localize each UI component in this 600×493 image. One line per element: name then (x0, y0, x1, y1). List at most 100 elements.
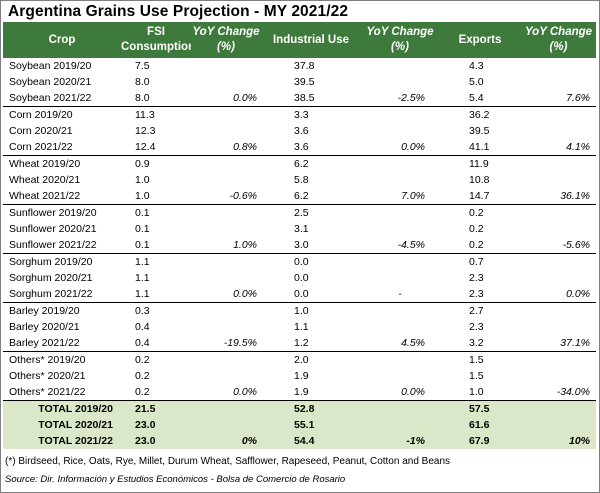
fsi-yoy-cell: 0.0% (191, 90, 261, 107)
crop-cell: Sorghum 2020/21 (9, 272, 93, 284)
exports-cell: 57.5 (439, 400, 521, 417)
crop-cell: Wheat 2019/20 (9, 158, 81, 170)
crop-cell: Barley 2021/22 (3, 335, 121, 352)
header-crop: Crop (3, 22, 121, 58)
header-exports-yoy: YoY Change (%) (521, 22, 596, 58)
table-row: Sunflower 2021/22 0.1 1.0% 3.0 -4.5% 0.2 -5.6% (3, 237, 596, 254)
fsi-cell: 8.0 (135, 76, 150, 88)
industrial-yoy-cell (361, 107, 439, 124)
table-row: Sorghum 2020/21 1.1 0.0 2.3 (3, 270, 596, 286)
table-row: Sorghum 2019/20 1.1 0.0 0.7 (3, 254, 596, 271)
crop-cell: Sunflower 2019/20 (9, 207, 97, 219)
exports-yoy-cell (521, 400, 596, 417)
exports-cell: 2.7 (469, 305, 484, 317)
fsi-cell: 0.3 (135, 305, 150, 317)
exports-cell: 1.5 (469, 370, 484, 382)
grains-use-table: Crop FSI Consumption YoY Change (%) Indu… (3, 22, 596, 449)
table-row: Others* 2021/22 0.2 0.0% 1.9 0.0% 1.0 -34.0% (3, 384, 596, 401)
fsi-yoy-cell (191, 74, 261, 90)
fsi-cell: 1.1 (135, 256, 150, 268)
exports-yoy-cell (521, 254, 596, 271)
header-fsi-yoy: YoY Change (%) (191, 22, 261, 58)
industrial-yoy-cell: 4.5% (361, 335, 439, 352)
industrial-cell: 1.9 (261, 384, 361, 401)
industrial-cell: 6.2 (294, 158, 309, 170)
industrial-cell: 2.0 (294, 354, 309, 366)
crop-cell: Soybean 2019/20 (9, 60, 92, 72)
exports-cell: 0.7 (469, 256, 484, 268)
exports-cell: 11.9 (469, 158, 489, 170)
fsi-cell: 21.5 (121, 400, 191, 417)
header-industrial-use: Industrial Use (261, 22, 361, 58)
industrial-cell: 1.2 (261, 335, 361, 352)
industrial-yoy-cell (361, 254, 439, 271)
exports-cell: 0.2 (439, 237, 521, 254)
fsi-yoy-cell: -19.5% (191, 335, 261, 352)
industrial-cell: 3.3 (294, 109, 309, 121)
fsi-cell: 0.4 (121, 335, 191, 352)
industrial-yoy-cell: -4.5% (361, 237, 439, 254)
industrial-yoy-cell (361, 352, 439, 369)
crop-cell: Corn 2020/21 (9, 125, 73, 137)
exports-cell: 2.3 (439, 286, 521, 303)
industrial-cell: 38.5 (261, 90, 361, 107)
exports-cell: 10.8 (469, 174, 490, 186)
table-row: Corn 2019/20 11.3 3.3 36.2 (3, 107, 596, 124)
fsi-cell: 0.2 (135, 370, 150, 382)
industrial-cell: 1.9 (294, 370, 309, 382)
exports-cell: 0.2 (469, 223, 484, 235)
fsi-cell: 0.9 (135, 158, 150, 170)
exports-yoy-cell: -5.6% (521, 237, 596, 254)
crop-cell: Corn 2021/22 (3, 139, 121, 156)
industrial-yoy-cell: 7.0% (361, 188, 439, 205)
industrial-yoy-cell (361, 270, 439, 286)
exports-yoy-cell (521, 352, 596, 369)
exports-yoy-cell: 36.1% (521, 188, 596, 205)
exports-yoy-cell (521, 58, 596, 74)
industrial-yoy-cell (361, 400, 439, 417)
exports-yoy-cell (521, 368, 596, 384)
industrial-yoy-cell (361, 319, 439, 335)
industrial-cell: 37.8 (294, 60, 315, 72)
exports-yoy-cell (521, 417, 596, 433)
industrial-yoy-cell (361, 74, 439, 90)
industrial-yoy-cell (361, 417, 439, 433)
exports-cell: 3.2 (439, 335, 521, 352)
industrial-cell: 3.0 (261, 237, 361, 254)
fsi-yoy-cell (191, 172, 261, 188)
exports-cell: 14.7 (439, 188, 521, 205)
fsi-yoy-cell (191, 205, 261, 222)
industrial-yoy-cell: -2.5% (361, 90, 439, 107)
fsi-cell: 23.0 (121, 433, 191, 449)
industrial-cell: 54.4 (261, 433, 361, 449)
table-body: Soybean 2019/20 7.5 37.8 4.3 Soybean 2020/21… (3, 58, 596, 449)
fsi-yoy-cell: 0.0% (191, 384, 261, 401)
industrial-yoy-cell (361, 156, 439, 173)
fsi-cell: 0.1 (135, 207, 150, 219)
exports-cell: 5.4 (439, 90, 521, 107)
crop-cell: Others* 2021/22 (3, 384, 121, 401)
fsi-cell: 1.1 (135, 272, 150, 284)
crop-cell: Wheat 2021/22 (3, 188, 121, 205)
fsi-cell: 12.4 (121, 139, 191, 156)
table-row: Barley 2019/20 0.3 1.0 2.7 (3, 303, 596, 320)
crop-cell: Sorghum 2021/22 (3, 286, 121, 303)
fsi-yoy-cell: -0.6% (191, 188, 261, 205)
total-row: TOTAL 2019/20 21.5 52.8 57.5 (3, 400, 596, 417)
fsi-yoy-cell (191, 156, 261, 173)
industrial-cell: 0.0 (294, 256, 309, 268)
industrial-yoy-cell (361, 58, 439, 74)
industrial-cell: 52.8 (261, 400, 361, 417)
page-title: Argentina Grains Use Projection - MY 202… (8, 3, 349, 20)
industrial-cell: 5.8 (294, 174, 309, 186)
fsi-yoy-cell (191, 303, 261, 320)
exports-yoy-cell (521, 156, 596, 173)
industrial-yoy-cell (361, 205, 439, 222)
industrial-cell: 0.0 (261, 286, 361, 303)
table-row: Soybean 2020/21 8.0 39.5 5.0 (3, 74, 596, 90)
industrial-yoy-cell (361, 221, 439, 237)
fsi-yoy-cell (191, 221, 261, 237)
industrial-yoy-cell (361, 123, 439, 139)
crop-cell: Sunflower 2021/22 (3, 237, 121, 254)
total-row: TOTAL 2021/22 23.0 0% 54.4 -1% 67.9 10% (3, 433, 596, 449)
